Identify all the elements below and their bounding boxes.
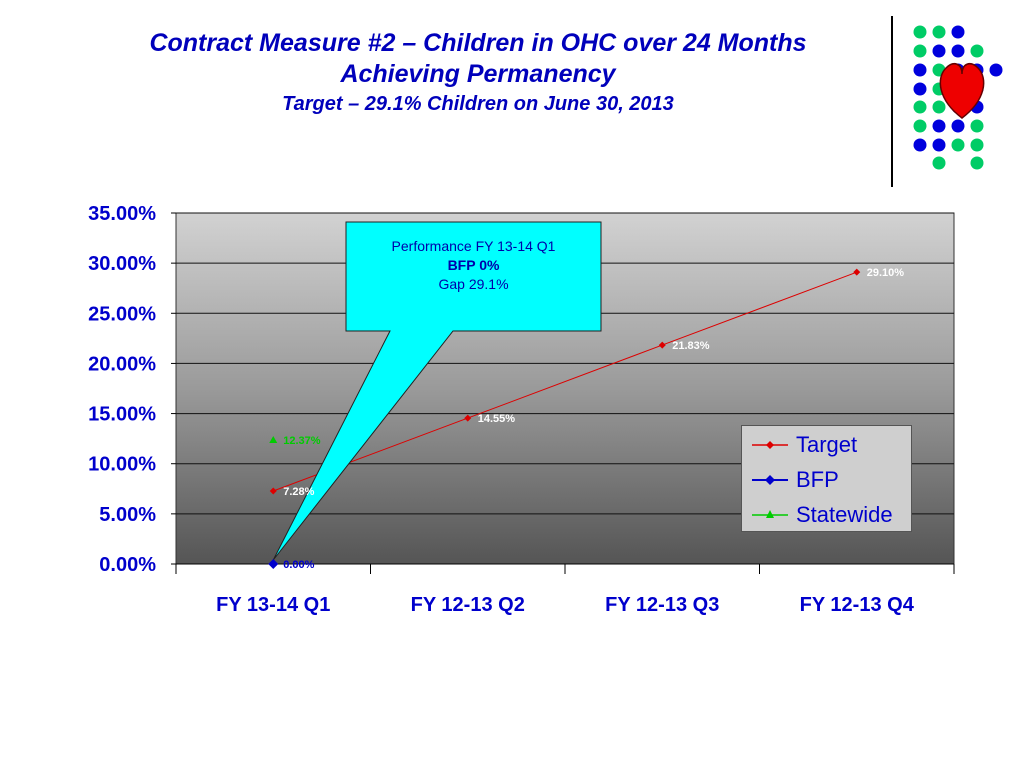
y-tick-label: 35.00% (88, 203, 156, 225)
callout-box (272, 221, 602, 561)
x-tick-label: FY 13-14 Q1 (216, 594, 330, 616)
data-point-bfp (268, 559, 279, 569)
callout-line-3: Gap 29.1% (438, 276, 509, 292)
chart-legend: Target BFP Statewide (741, 425, 912, 532)
legend-target-label: Target (796, 432, 858, 457)
legend-bfp-marker-icon (752, 475, 788, 485)
data-label-target: 14.55% (478, 413, 516, 425)
data-label-target: 7.28% (283, 486, 314, 498)
y-tick-label: 25.00% (88, 303, 156, 325)
y-tick-label: 30.00% (88, 253, 156, 275)
data-label-target: 29.10% (867, 267, 905, 279)
data-label-statewide: 12.37% (283, 435, 321, 447)
data-point-statewide (269, 435, 278, 443)
y-tick-label: 20.00% (88, 353, 156, 375)
title-line-3: Target – 29.1% Children on June 30, 2013 (282, 93, 674, 115)
chart-title: Contract Measure #2 – Children in OHC ov… (60, 28, 896, 118)
legend-target-marker-icon (752, 441, 788, 449)
data-label-bfp: 0.00% (283, 559, 314, 571)
data-point-target (269, 487, 277, 495)
callout-line-1: Performance FY 13-14 Q1 (391, 238, 556, 254)
callout-line-2: BFP 0% (447, 257, 500, 273)
y-tick-label: 15.00% (88, 404, 156, 426)
divider-line (891, 16, 893, 187)
y-tick-label: 5.00% (99, 504, 156, 526)
x-tick-label: FY 12-13 Q4 (800, 594, 915, 616)
legend-statewide-marker-icon (752, 510, 788, 518)
y-tick-label: 0.00% (99, 554, 156, 576)
legend-item-target: Target (750, 430, 857, 460)
data-point-target (853, 268, 861, 276)
data-point-target (464, 414, 472, 422)
title-line-1: Contract Measure #2 – Children in OHC ov… (149, 29, 807, 57)
x-tick-label: FY 12-13 Q2 (411, 594, 525, 616)
legend-statewide-label: Statewide (796, 502, 893, 527)
data-point-target (658, 341, 666, 349)
legend-bfp-label: BFP (796, 467, 839, 492)
y-tick-label: 10.00% (88, 454, 156, 476)
legend-item-bfp: BFP (750, 465, 839, 495)
callout-text: Performance FY 13-14 Q1 BFP 0% Gap 29.1% (346, 237, 601, 294)
series-line-target (273, 271, 857, 492)
legend-item-statewide: Statewide (750, 500, 893, 530)
title-line-2: Achieving Permanency (340, 60, 616, 88)
x-tick-label: FY 12-13 Q3 (605, 594, 719, 616)
data-label-target: 21.83% (672, 340, 710, 352)
